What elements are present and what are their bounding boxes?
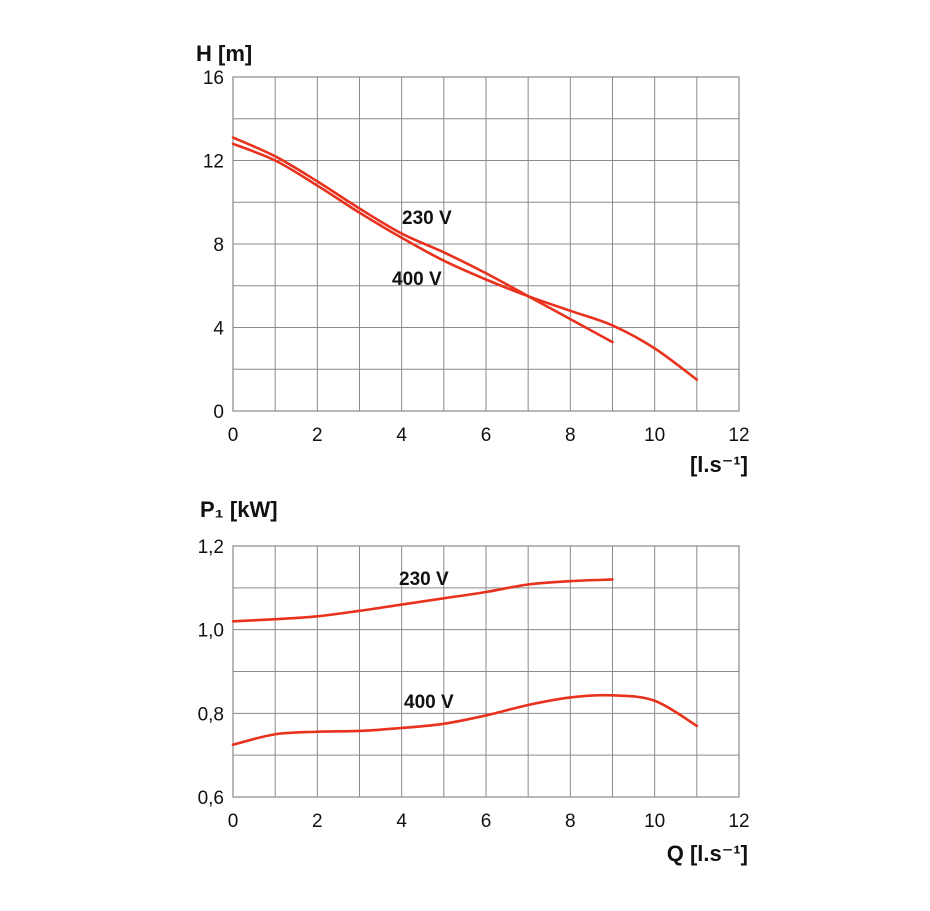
power-y-tick-label: 1,0: [198, 621, 224, 642]
power-x-axis-title: Q [l.s⁻¹]: [667, 841, 748, 866]
head-y-tick-label: 8: [213, 235, 224, 256]
head-x-tick-label: 2: [312, 425, 323, 446]
head-series-label-230v: 230 V: [402, 208, 452, 229]
power-x-tick-label: 10: [644, 811, 665, 832]
head-y-tick-label: 0: [213, 402, 224, 423]
head-plot-frame: [232, 76, 740, 412]
head-y-tick-label: 4: [213, 319, 224, 340]
power-y-axis-title: P₁ [kW]: [200, 497, 278, 522]
head-x-axis-title: [l.s⁻¹]: [690, 452, 748, 477]
power-curve-230v: [231, 578, 614, 623]
head-chart-curves: [231, 136, 699, 381]
power-x-tick-label: 12: [728, 811, 749, 832]
head-x-tick-label: 4: [396, 425, 407, 446]
head-curve-230v: [231, 136, 614, 344]
head-x-tick-label: 12: [728, 425, 749, 446]
head-chart: 0 2 4 6 8 10 12 0 4 8 12 16 H [m] [l.s⁻¹] 230 V 400…: [196, 41, 750, 477]
head-y-tick-label: 16: [203, 68, 224, 89]
power-series-label-230v: 230 V: [399, 569, 449, 590]
power-chart: 0 2 4 6 8 10 120,60,81,01,2 P₁ [kW] Q [l.s⁻¹] …: [198, 497, 750, 866]
power-series-label-400v: 400 V: [404, 692, 454, 713]
power-curve-400v: [231, 693, 699, 747]
head-x-tick-label: 0: [228, 425, 239, 446]
power-x-tick-label: 6: [481, 811, 492, 832]
power-y-tick-label: 1,2: [198, 537, 224, 558]
power-chart-ticks: 0 2 4 6 8 10 12 0,6 0,8 1,0 1,2: [198, 537, 750, 832]
head-y-tick-label: 12: [203, 152, 224, 173]
head-x-tick-label: 10: [644, 425, 665, 446]
head-chart-grid: [232, 76, 740, 412]
power-x-tick-label: 2: [312, 811, 323, 832]
power-y-tick-label: 0,8: [198, 704, 224, 725]
power-plot-frame: [232, 545, 740, 798]
power-y-tick-label: 0,6: [198, 788, 224, 809]
power-x-tick-label: 8: [565, 811, 576, 832]
head-series-label-400v: 400 V: [392, 269, 442, 290]
head-x-tick-label: 8: [565, 425, 576, 446]
head-y-axis-title: H [m]: [196, 41, 252, 66]
power-chart-grid: [232, 545, 740, 798]
head-chart-ticks: 0 2 4 6 8 10 12 0 4 8 12 16: [203, 68, 750, 446]
head-curve-400v: [231, 142, 699, 381]
power-chart-curves: [231, 578, 699, 747]
head-x-tick-label: 6: [481, 425, 492, 446]
power-x-tick-label: 4: [396, 811, 407, 832]
power-x-tick-label: 0: [228, 811, 239, 832]
